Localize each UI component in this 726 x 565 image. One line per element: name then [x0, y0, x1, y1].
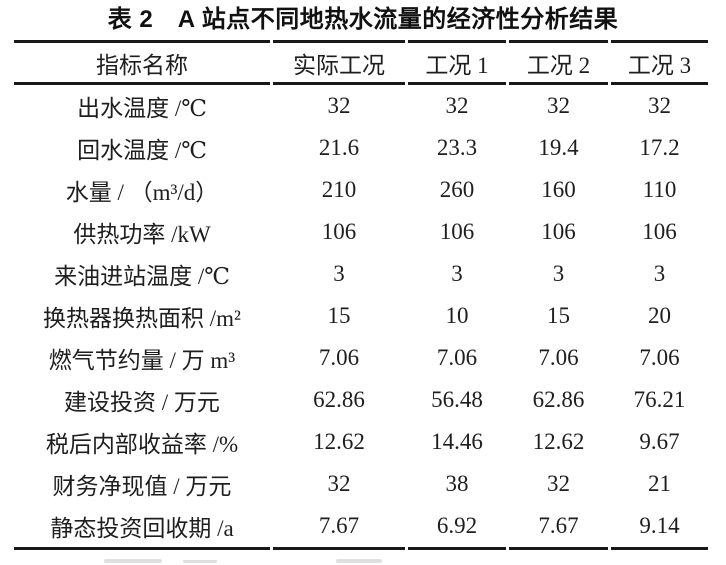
row-value: 19.4	[538, 135, 579, 160]
row-label: 财务净现值 / 万元	[52, 474, 232, 499]
row-label: 燃气节约量 / 万 m³	[48, 348, 236, 373]
row-value: 21.6	[318, 135, 360, 160]
row-value: 7.06	[318, 345, 360, 370]
row-value: 38	[445, 471, 469, 496]
table-row: 换热器换热面积 /m² 15 10 15 20	[14, 295, 708, 337]
row-value: 17.2	[639, 135, 680, 160]
row-label: 建设投资 / 万元	[64, 390, 220, 415]
table-caption: 表 2 A 站点不同地热水流量的经济性分析结果	[107, 6, 619, 33]
table-body: 出水温度 /℃ 32 32 32 32 回水温度 /℃ 21.6 23.3 19…	[14, 85, 708, 550]
row-value: 20	[648, 303, 671, 328]
row-label: 静态投资回收期 /a	[14, 505, 270, 550]
row-value: 7.67	[273, 505, 405, 550]
column-header-actual: 实际工况	[273, 40, 405, 85]
column-header-case1: 工况 1	[408, 40, 506, 85]
row-label: 来油进站温度 /℃	[54, 264, 230, 289]
row-value: 106	[541, 219, 576, 244]
row-value: 3	[451, 261, 463, 286]
row-value: 10	[445, 303, 469, 328]
row-value: 14.46	[431, 429, 483, 454]
scan-artifact	[104, 559, 162, 563]
row-value: 32	[648, 93, 671, 118]
row-value: 15	[547, 303, 570, 328]
row-label: 换热器换热面积 /m²	[43, 306, 241, 331]
row-value: 160	[541, 177, 576, 202]
row-value: 210	[321, 177, 357, 202]
row-value: 12.62	[532, 429, 585, 454]
row-value: 23.3	[436, 135, 478, 160]
column-header-case3: 工况 3	[611, 40, 708, 85]
table-row: 回水温度 /℃ 21.6 23.3 19.4 17.2	[14, 127, 708, 169]
row-label: 回水温度 /℃	[77, 138, 207, 163]
row-value: 106	[439, 219, 475, 244]
table-row: 出水温度 /℃ 32 32 32 32	[14, 85, 708, 127]
row-value: 3	[333, 261, 345, 286]
row-value: 12.62	[313, 429, 365, 454]
table-row: 建设投资 / 万元 62.86 56.48 62.86 76.21	[14, 379, 708, 421]
row-value: 32	[327, 471, 351, 496]
row-value: 3	[552, 261, 565, 286]
row-value: 15	[327, 303, 351, 328]
row-value: 7.06	[538, 345, 579, 370]
row-value: 106	[642, 219, 677, 244]
row-label: 供热功率 /kW	[73, 222, 211, 247]
row-value: 9.67	[639, 429, 680, 454]
row-value: 9.14	[611, 505, 708, 550]
row-value: 76.21	[633, 387, 686, 412]
table-row: 税后内部收益率 /% 12.62 14.46 12.62 9.67	[14, 421, 708, 463]
row-value: 7.06	[436, 345, 478, 370]
row-label: 水量 / （m³/d）	[65, 180, 219, 205]
table-row: 财务净现值 / 万元 32 38 32 21	[14, 463, 708, 505]
row-value: 62.86	[532, 387, 585, 412]
row-value: 106	[321, 219, 357, 244]
row-value: 32	[547, 93, 570, 118]
table-row: 来油进站温度 /℃ 3 3 3 3	[14, 253, 708, 295]
row-value: 260	[439, 177, 475, 202]
row-value: 62.86	[313, 387, 365, 412]
table-row: 静态投资回收期 /a 7.67 6.92 7.67 9.14	[14, 505, 708, 550]
row-value: 56.48	[431, 387, 483, 412]
row-value: 32	[445, 93, 469, 118]
row-value: 3	[653, 261, 666, 286]
row-value: 7.67	[509, 505, 608, 550]
row-value: 32	[327, 93, 351, 118]
economic-analysis-table: 指标名称 实际工况 工况 1 工况 2 工况 3 出水温度 /℃ 32 32 3…	[11, 40, 711, 550]
row-value: 32	[547, 471, 570, 496]
table-row: 水量 / （m³/d） 210 260 160 110	[14, 169, 708, 211]
row-value: 110	[642, 177, 677, 202]
header-row: 指标名称 实际工况 工况 1 工况 2 工况 3	[14, 40, 708, 85]
row-value: 21	[648, 471, 671, 496]
scan-artifact	[336, 559, 382, 563]
table-row: 供热功率 /kW 106 106 106 106	[14, 211, 708, 253]
row-label: 税后内部收益率 /%	[45, 432, 239, 457]
column-header-case2: 工况 2	[509, 40, 608, 85]
table-row: 燃气节约量 / 万 m³ 7.06 7.06 7.06 7.06	[14, 337, 708, 379]
row-value: 7.06	[639, 345, 680, 370]
column-header-indicator: 指标名称	[14, 40, 270, 85]
row-value: 6.92	[408, 505, 506, 550]
row-label: 出水温度 /℃	[77, 96, 207, 121]
